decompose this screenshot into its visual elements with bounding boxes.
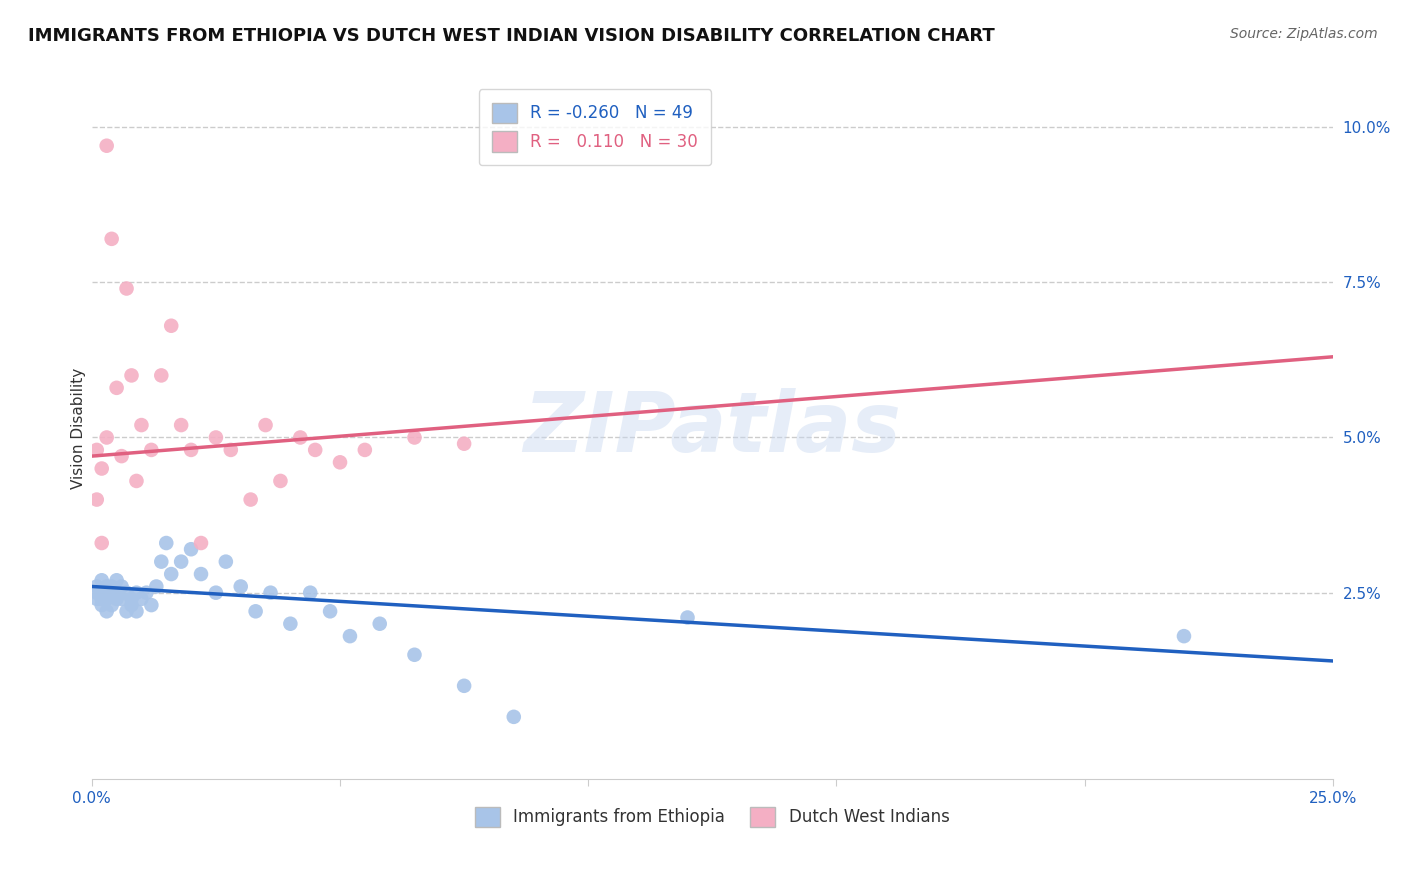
Point [86, 591, 108, 606]
Point [339, 629, 361, 643]
Point [170, 418, 193, 433]
Point [259, 585, 281, 599]
Point [96, 430, 118, 444]
Point [453, 436, 475, 450]
Point [150, 555, 173, 569]
Point [100, 585, 122, 599]
Point [155, 536, 177, 550]
Point [141, 442, 163, 457]
Point [1173, 629, 1195, 643]
Point [86, 585, 108, 599]
Point [96, 591, 118, 606]
Point [105, 574, 128, 588]
Point [280, 616, 302, 631]
Point [180, 442, 202, 457]
Point [502, 710, 524, 724]
Point [135, 585, 157, 599]
Point [205, 585, 228, 599]
Point [115, 604, 138, 618]
Point [269, 474, 291, 488]
Point [205, 430, 228, 444]
Point [368, 616, 391, 631]
Point [96, 604, 118, 618]
Point [121, 598, 143, 612]
Point [160, 567, 183, 582]
Point [86, 442, 108, 457]
Point [131, 418, 153, 433]
Point [121, 368, 143, 383]
Point [90, 585, 112, 599]
Point [676, 610, 699, 624]
Point [141, 598, 163, 612]
Text: ZIPatlas: ZIPatlas [523, 388, 901, 468]
Point [96, 138, 118, 153]
Point [160, 318, 183, 333]
Point [86, 579, 108, 593]
Legend: Immigrants from Ethiopia, Dutch West Indians: Immigrants from Ethiopia, Dutch West Ind… [468, 800, 956, 834]
Point [239, 492, 262, 507]
Point [125, 585, 148, 599]
Point [105, 585, 128, 599]
Point [90, 536, 112, 550]
Point [254, 418, 277, 433]
Point [90, 574, 112, 588]
Point [453, 679, 475, 693]
Point [170, 555, 193, 569]
Point [319, 604, 342, 618]
Point [190, 567, 212, 582]
Point [329, 455, 352, 469]
Point [100, 598, 122, 612]
Point [404, 430, 426, 444]
Point [105, 591, 128, 606]
Point [105, 381, 128, 395]
Point [131, 591, 153, 606]
Text: IMMIGRANTS FROM ETHIOPIA VS DUTCH WEST INDIAN VISION DISABILITY CORRELATION CHAR: IMMIGRANTS FROM ETHIOPIA VS DUTCH WEST I… [28, 27, 995, 45]
Point [125, 604, 148, 618]
Text: Source: ZipAtlas.com: Source: ZipAtlas.com [1230, 27, 1378, 41]
Point [86, 492, 108, 507]
Point [180, 542, 202, 557]
Y-axis label: Vision Disability: Vision Disability [72, 368, 86, 489]
Point [90, 461, 112, 475]
Point [245, 604, 267, 618]
Point [110, 579, 132, 593]
Point [90, 598, 112, 612]
Point [404, 648, 426, 662]
Point [115, 281, 138, 295]
Point [90, 591, 112, 606]
Point [96, 579, 118, 593]
Point [100, 232, 122, 246]
Point [125, 474, 148, 488]
Point [150, 368, 173, 383]
Point [145, 579, 167, 593]
Point [121, 591, 143, 606]
Point [110, 449, 132, 463]
Point [219, 442, 242, 457]
Point [110, 591, 132, 606]
Point [100, 579, 122, 593]
Point [115, 585, 138, 599]
Point [299, 585, 322, 599]
Point [290, 430, 312, 444]
Point [215, 555, 238, 569]
Point [304, 442, 326, 457]
Point [190, 536, 212, 550]
Point [353, 442, 375, 457]
Point [229, 579, 252, 593]
